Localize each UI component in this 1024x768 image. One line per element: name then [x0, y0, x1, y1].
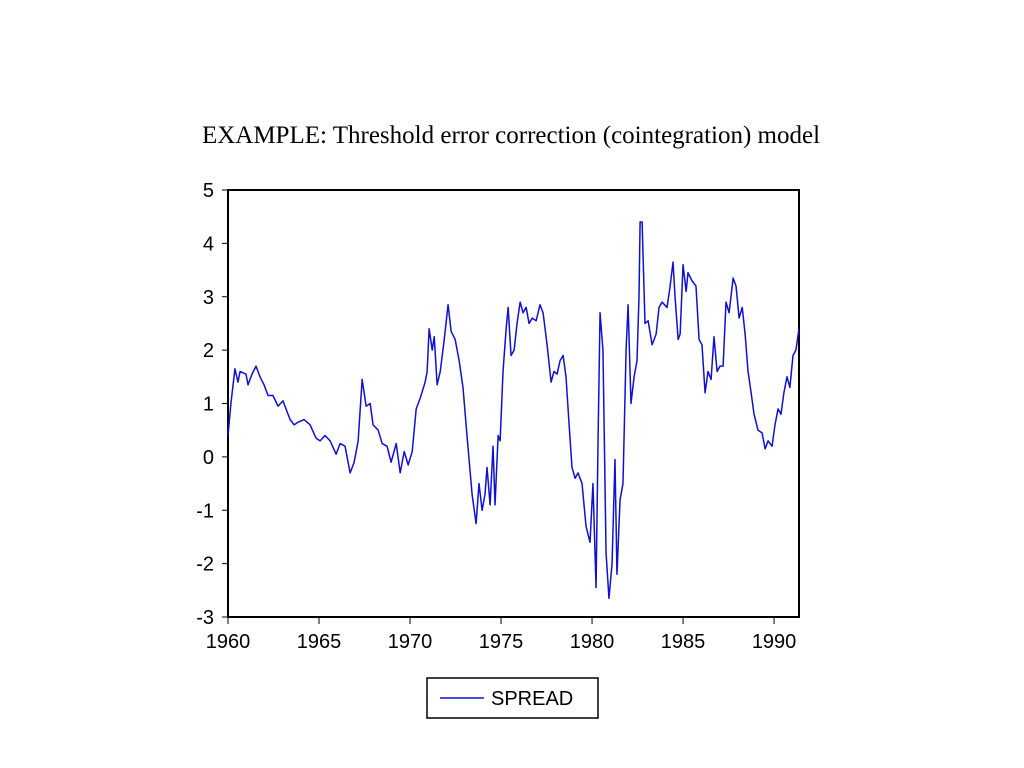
legend-label: SPREAD	[491, 688, 573, 710]
y-tick-label: 1	[203, 394, 214, 416]
x-tick-label: 1970	[388, 631, 433, 653]
y-tick-label: -1	[196, 500, 214, 522]
y-tick-label: 3	[203, 287, 214, 309]
x-tick-label: 1985	[661, 631, 706, 653]
x-tick-label: 1980	[570, 631, 615, 653]
y-tick-label: 2	[203, 340, 214, 362]
plot-frame	[227, 189, 800, 618]
x-tick-label: 1975	[479, 631, 524, 653]
y-tick-label: 5	[203, 180, 214, 202]
x-tick-label: 1965	[297, 631, 342, 653]
x-tick-label: 1960	[206, 631, 251, 653]
series-line	[227, 221, 800, 600]
y-tick-label: -3	[196, 607, 214, 629]
legend: SPREAD	[426, 677, 599, 719]
y-tick-label: 0	[203, 447, 214, 469]
x-tick-label: 1990	[752, 631, 797, 653]
chart-title: EXAMPLE: Threshold error correction (coi…	[202, 122, 820, 149]
y-tick-label: -2	[196, 554, 214, 576]
y-tick-label: 4	[203, 233, 214, 255]
